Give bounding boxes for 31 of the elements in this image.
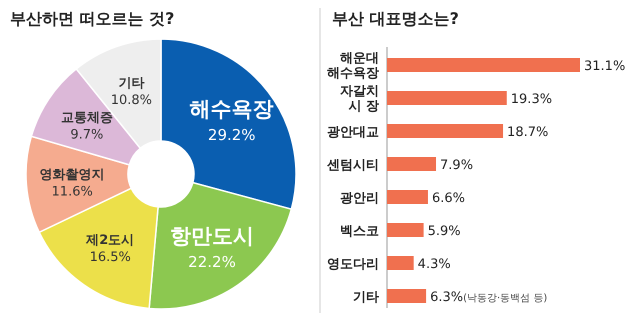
data-label: 16.5% [90, 250, 131, 266]
y-tick-label: 영도다리 [327, 257, 379, 272]
data-label: 5.9% [428, 224, 461, 239]
chart-title: 부산 대표명소는? [332, 9, 459, 28]
y-tick-label: 해운대 해수욕장 [327, 51, 379, 81]
y-tick-label: 벡스코 [340, 224, 379, 239]
slice-label: 항만도시 [170, 224, 254, 248]
data-label: 19.3% [510, 92, 552, 107]
data-label: 6.3% [430, 290, 464, 305]
slice-label: 제2도시 [85, 233, 134, 248]
y-tick-label: 광안리 [340, 191, 379, 206]
data-label: 7.9% [440, 158, 474, 173]
data-label: 31.1% [584, 59, 626, 74]
data-label: 18.7% [507, 125, 548, 140]
chart-title: 부산하면 떠오르는 것? [10, 9, 174, 28]
y-tick-label: 기타 [353, 290, 379, 305]
data-label: 10.8% [110, 92, 152, 108]
y-tick-label: 광안대교 [327, 125, 379, 140]
data-label: 29.2% [208, 126, 256, 144]
slice-label: 기타 [118, 76, 144, 91]
y-tick-label: 센텀시티 [327, 158, 379, 173]
slice-label: 영화촬영지 [40, 167, 105, 182]
data-label: 4.3% [418, 257, 451, 272]
data-label: 22.2% [188, 253, 236, 272]
y-tick-label: 자갈치 시 장 [340, 84, 379, 114]
annotation: (낙동강·동백섬 등) [463, 293, 548, 304]
data-label: 9.7% [70, 128, 104, 143]
slice-label: 교통체증 [60, 110, 113, 126]
data-label: 11.6% [52, 184, 93, 200]
slice-label: 해수욕장 [190, 96, 274, 121]
data-label: 6.6% [432, 191, 465, 206]
